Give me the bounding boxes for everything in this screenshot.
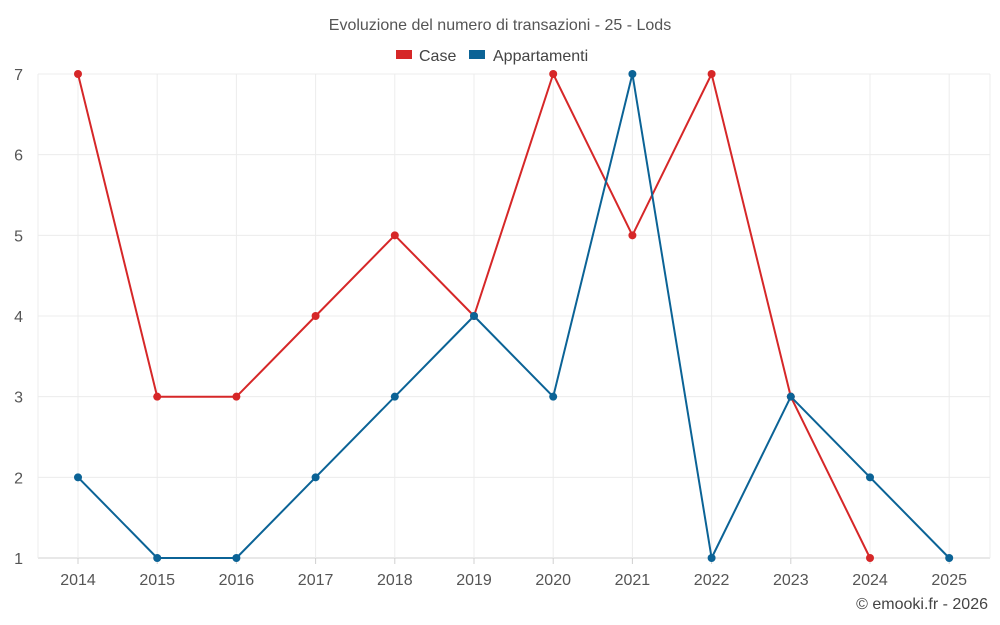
x-tick-label: 2018 [377, 572, 413, 589]
x-tick-label: 2021 [615, 572, 651, 589]
x-tick-label: 2022 [694, 572, 730, 589]
x-tick-label: 2019 [456, 572, 492, 589]
x-tick-label: 2014 [60, 572, 96, 589]
x-tick-label: 2016 [219, 572, 255, 589]
grid [37, 73, 991, 559]
y-tick-label: 5 [14, 228, 23, 245]
y-tick-label: 7 [14, 67, 23, 84]
x-tick-label: 2023 [773, 572, 809, 589]
data-point-case-2020[interactable] [549, 70, 558, 78]
y-tick-label: 4 [14, 309, 23, 326]
data-point-appartamenti-2024[interactable] [866, 473, 874, 482]
y-axis-ticks: 1 2 3 4 5 6 7 [14, 67, 23, 568]
data-point-case-2015[interactable] [153, 392, 162, 401]
y-tick-label: 3 [14, 390, 23, 407]
y-tick-label: 2 [14, 470, 23, 487]
data-point-appartamenti-2019[interactable] [470, 312, 478, 320]
legend-label-case[interactable]: Case [419, 48, 456, 65]
data-point-appartamenti-2016[interactable] [232, 554, 241, 562]
x-tick-label: 2015 [139, 572, 175, 589]
x-tick-label: 2024 [852, 572, 888, 589]
x-tick-label: 2020 [535, 572, 571, 589]
x-tick-label: 2017 [298, 572, 334, 589]
data-point-appartamenti-2023[interactable] [786, 392, 795, 401]
data-point-appartamenti-2017[interactable] [311, 473, 320, 482]
data-point-appartamenti-2025[interactable] [945, 554, 954, 562]
legend-swatch-case [396, 50, 412, 59]
data-point-appartamenti-2022[interactable] [707, 554, 716, 562]
data-point-appartamenti-2020[interactable] [549, 392, 558, 401]
series-points [74, 70, 954, 562]
x-tick-label: 2025 [931, 572, 967, 589]
y-tick-label: 1 [14, 551, 23, 568]
data-point-appartamenti-2014[interactable] [74, 473, 82, 482]
chart-title: Evoluzione del numero di transazioni - 2… [329, 17, 671, 34]
data-point-case-2017[interactable] [311, 312, 320, 320]
x-axis-ticks: 2014 2015 2016 2017 2018 2019 2020 2021 2022 2023… [60, 558, 967, 589]
data-point-case-2014[interactable] [74, 70, 82, 78]
legend: Case Appartamenti [396, 48, 588, 65]
data-point-case-2018[interactable] [390, 231, 399, 240]
data-point-case-2024[interactable] [866, 554, 874, 562]
credit-text: © emooki.fr - 2026 [856, 596, 988, 613]
data-point-case-2021[interactable] [628, 231, 637, 240]
y-tick-label: 6 [14, 148, 23, 165]
legend-swatch-appartamenti [469, 50, 485, 59]
data-point-appartamenti-2015[interactable] [153, 554, 162, 562]
legend-label-appartamenti[interactable]: Appartamenti [493, 48, 588, 65]
data-point-case-2016[interactable] [232, 392, 241, 401]
data-point-case-2022[interactable] [707, 70, 716, 78]
series-line-appartamenti [77, 73, 950, 559]
data-point-appartamenti-2018[interactable] [390, 392, 399, 401]
data-point-appartamenti-2021[interactable] [628, 70, 637, 78]
